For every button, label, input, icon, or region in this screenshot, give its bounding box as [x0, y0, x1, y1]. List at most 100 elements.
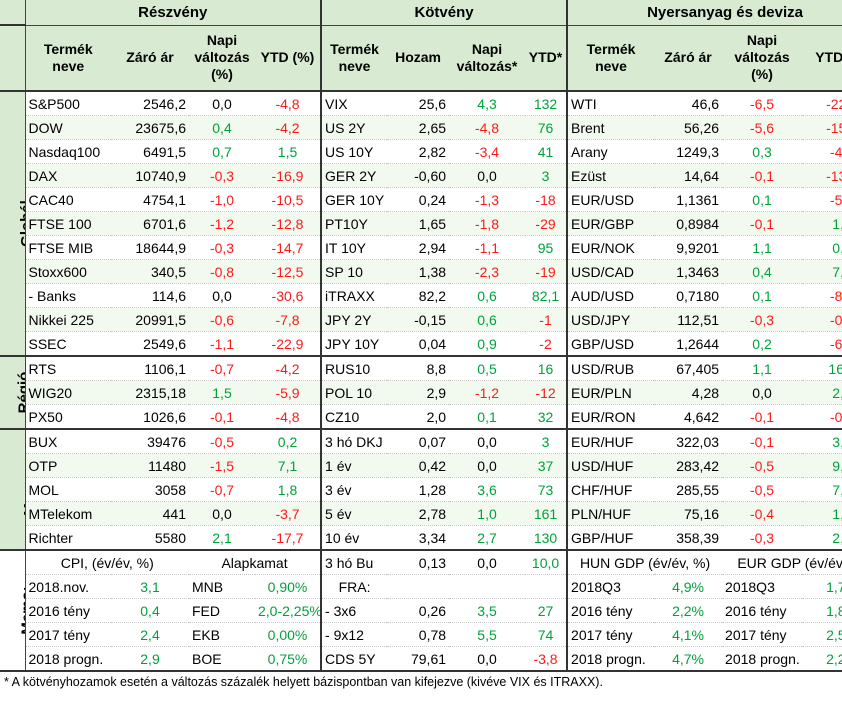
product-name: FRA:: [321, 574, 388, 599]
daily-change: -1,2: [189, 211, 255, 236]
close-value: 1,3463: [654, 259, 723, 284]
group-side: Magyar: [0, 429, 26, 551]
product-name: EUR/USD: [567, 187, 655, 212]
table-row: Nikkei 225 20991,5 -0,6 -7,8 JPY 2Y -0,15 0,6-…: [0, 307, 842, 332]
close-value: 4,642: [654, 404, 723, 430]
eur-gdp-title: EUR GDP (év/év, %): [722, 550, 842, 575]
close-value: 0,04: [387, 331, 450, 357]
memo-row: 2017 tény 2,4 EKB 0,00% - 9x12 0,78 5,5 74 2017 …: [0, 622, 842, 647]
daily-change: 3,5: [449, 598, 526, 623]
ytd-change: 2,6: [802, 525, 842, 551]
daily-change: -0,1: [722, 429, 803, 454]
close-value: 114,6: [111, 283, 189, 308]
ytd-change: 76: [525, 115, 569, 140]
product-name: 10 év: [321, 525, 388, 551]
product-name: RTS: [25, 356, 111, 381]
product-name: BUX: [25, 429, 111, 454]
rate-value: 0,90%: [255, 574, 323, 599]
daily-change: -0,6: [189, 307, 255, 332]
table-row: OTP 11480 -1,5 7,1 1 év 0,42 0,0 37 USD/HUF 283,4…: [0, 453, 842, 478]
eur-gdp-period: 2016 tény: [722, 598, 803, 623]
close-value: 358,39: [654, 525, 723, 551]
product-name: Brent: [567, 115, 655, 140]
product-name: 1 év: [321, 453, 388, 478]
daily-change: 0,0: [449, 550, 526, 575]
ytd-change: -12,5: [255, 259, 323, 284]
ytd-change: 3: [525, 429, 569, 454]
group-side: Globál: [0, 91, 26, 357]
close-value: 0,78: [387, 622, 450, 647]
daily-change: -0,1: [722, 163, 803, 188]
close-value: 9,9201: [654, 235, 723, 260]
ytd-change: 3: [525, 163, 569, 188]
ytd-change: -5,9: [255, 380, 323, 405]
ytd-change: 2,6: [802, 380, 842, 405]
daily-change: 0,0: [722, 380, 803, 405]
eur-gdp-period: 2018 progn.: [722, 646, 803, 672]
footnote: * A kötvényhozamok esetén a változás szá…: [4, 675, 603, 689]
ytd-change: 37: [525, 453, 569, 478]
ytd-change: -4,8: [255, 404, 323, 430]
ytd-change: 74: [525, 622, 569, 647]
daily-change: 2,7: [449, 525, 526, 551]
close-value: 1,65: [387, 211, 450, 236]
ytd-change: -4,8: [255, 91, 323, 116]
table-row: PX50 1026,6 -0,1 -4,8 CZ10 2,0 0,1 32 EUR/RON 4,6…: [0, 404, 842, 430]
product-name: RUS10: [321, 356, 388, 381]
close-value: 3058: [111, 477, 189, 502]
column-header: Záró ár: [654, 25, 723, 92]
ytd-change: 161: [525, 501, 569, 526]
close-value: 25,6: [387, 91, 450, 116]
close-value: -0,15: [387, 307, 450, 332]
close-value: 2,78: [387, 501, 450, 526]
daily-change: 0,3: [722, 139, 803, 164]
cpi-period: 2018 progn.: [25, 646, 111, 672]
ytd-change: -5,3: [802, 187, 842, 212]
close-value: 0,24: [387, 187, 450, 212]
daily-change: -5,6: [722, 115, 803, 140]
product-name: WIG20: [25, 380, 111, 405]
product-name: FTSE MIB: [25, 235, 111, 260]
section-header: Nyersanyag és deviza: [567, 0, 842, 26]
product-name: 5 év: [321, 501, 388, 526]
ytd-change: -15,9: [802, 115, 842, 140]
daily-change: 0,2: [722, 331, 803, 357]
daily-change: [449, 574, 526, 599]
ytd-change: -22,9: [255, 331, 323, 357]
table-row: MTelekom 441 0,0 -3,7 5 év 2,78 1,0 161 PLN/HUF 7…: [0, 501, 842, 526]
product-name: - 3x6: [321, 598, 388, 623]
memo-row: 2016 tény 0,4 FED 2,0-2,25% - 3x6 0,26 3,5 27 20…: [0, 598, 842, 623]
daily-change: -6,5: [722, 91, 803, 116]
ytd-change: -12,8: [255, 211, 323, 236]
close-value: 340,5: [111, 259, 189, 284]
ytd-change: -4,2: [255, 115, 323, 140]
close-value: 322,03: [654, 429, 723, 454]
column-header: Termék neve: [25, 25, 111, 92]
hun-gdp-period: 2018Q3: [567, 574, 655, 599]
product-name: PT10Y: [321, 211, 388, 236]
hun-gdp-value: 4,7%: [654, 646, 723, 672]
product-name: 3 év: [321, 477, 388, 502]
ytd-change: -30,6: [255, 283, 323, 308]
close-value: 2549,6: [111, 331, 189, 357]
product-name: Nikkei 225: [25, 307, 111, 332]
product-name: GER 2Y: [321, 163, 388, 188]
eur-gdp-period: 2018Q3: [722, 574, 803, 599]
product-name: DOW: [25, 115, 111, 140]
table-row: WIG20 2315,18 1,5 -5,9 POL 10 2,9 -1,2 -12 EUR/P…: [0, 380, 842, 405]
close-value: 2,94: [387, 235, 450, 260]
hun-gdp-period: 2018 progn.: [567, 646, 655, 672]
ytd-change: 0,2: [255, 429, 323, 454]
ytd-change: -3,7: [255, 501, 323, 526]
cpi-value: 2,4: [111, 622, 189, 647]
column-header: YTD (%): [255, 25, 323, 92]
product-name: EUR/RON: [567, 404, 655, 430]
daily-change: -1,8: [449, 211, 526, 236]
product-name: EUR/HUF: [567, 429, 655, 454]
rate-bank: EKB: [189, 622, 255, 647]
eur-gdp-value: 2,5%: [802, 622, 842, 647]
daily-change: -0,1: [722, 404, 803, 430]
close-value: 1,1361: [654, 187, 723, 212]
ytd-change: 1,1: [802, 211, 842, 236]
ytd-change: 132: [525, 91, 569, 116]
